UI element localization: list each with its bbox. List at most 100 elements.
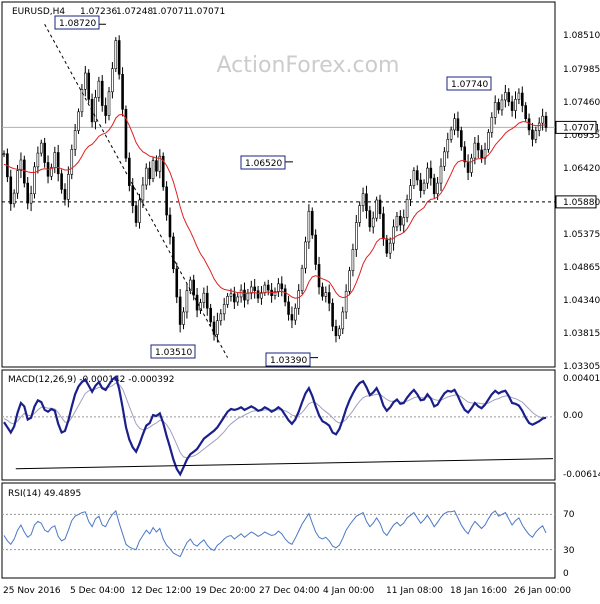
candle-body bbox=[189, 279, 192, 291]
candle-body bbox=[490, 117, 494, 133]
watermark: ActionForex.com bbox=[217, 53, 400, 78]
candle-body bbox=[517, 92, 521, 100]
level-price-tag: 1.05880 bbox=[555, 195, 600, 209]
price-annotations: 1.08720 1.06520 1.03510 1.03390 1.07740 bbox=[54, 15, 492, 367]
candle-body bbox=[205, 292, 209, 309]
candle-body bbox=[493, 102, 497, 118]
annotation-label: 1.08720 bbox=[59, 19, 96, 29]
candle-body bbox=[155, 160, 158, 172]
x-tick-label: 27 Dec 04:00 bbox=[259, 586, 320, 596]
macd-line bbox=[3, 375, 547, 477]
candle-body bbox=[165, 186, 168, 216]
candle-body bbox=[39, 142, 43, 154]
candle-body bbox=[104, 105, 107, 116]
x-tick-label: 11 Jan 08:00 bbox=[386, 586, 443, 596]
candle-body bbox=[43, 142, 46, 163]
candle-body bbox=[382, 213, 385, 240]
annotation-box bbox=[446, 76, 492, 91]
price-tick-label: 1.04865 bbox=[563, 263, 600, 273]
candle-body bbox=[111, 68, 114, 93]
candle-body bbox=[507, 92, 511, 103]
candle-body bbox=[97, 80, 101, 98]
price-tick-label: 1.04340 bbox=[563, 296, 600, 306]
level-price-label: 1.05880 bbox=[563, 198, 600, 208]
candle-body bbox=[537, 122, 541, 131]
candle-body bbox=[16, 170, 19, 194]
annotation-box bbox=[240, 155, 286, 170]
candle-body bbox=[500, 99, 504, 111]
price-reference-lines bbox=[2, 126, 555, 203]
candle-body bbox=[317, 264, 321, 288]
candle-body bbox=[67, 174, 70, 200]
candle-body bbox=[246, 292, 250, 301]
candle-body bbox=[161, 155, 165, 188]
current-price-box bbox=[555, 120, 597, 134]
close-value: 1.07071 bbox=[188, 7, 225, 17]
annotation-label: 1.03390 bbox=[270, 356, 307, 366]
candle-body bbox=[524, 105, 527, 119]
candle-body bbox=[222, 304, 226, 315]
x-tick-label: 26 Jan 00:00 bbox=[514, 586, 571, 596]
candle-body bbox=[368, 210, 372, 228]
candle-body bbox=[266, 284, 270, 291]
candle-body bbox=[399, 215, 402, 226]
candle-body bbox=[29, 193, 33, 204]
rsi-line bbox=[2, 509, 555, 558]
candle-body bbox=[419, 179, 422, 191]
candle-body bbox=[344, 291, 348, 313]
price-tick-label: 1.08510 bbox=[563, 31, 600, 41]
candle-body bbox=[310, 210, 314, 236]
candle-body bbox=[144, 167, 148, 186]
rsi-panel-frame bbox=[1, 482, 556, 579]
candle-body bbox=[114, 40, 118, 69]
candle-body bbox=[239, 289, 243, 298]
candle-body bbox=[405, 199, 409, 218]
candle-body bbox=[209, 307, 212, 323]
candle-body bbox=[26, 182, 30, 204]
symbol-label: EURUSD,H4 bbox=[12, 7, 65, 17]
high-value: 1.07248 bbox=[116, 7, 153, 17]
candle-body bbox=[294, 307, 297, 321]
macd-signal-line bbox=[3, 382, 546, 459]
candle-body bbox=[300, 267, 304, 291]
macd-tick-label: 0.00 bbox=[563, 411, 583, 421]
candle-body bbox=[348, 270, 351, 292]
candlesticks bbox=[2, 35, 548, 343]
price-header: EURUSD,H4 1.07236 1.07248 1.07071 1.0707… bbox=[12, 7, 225, 17]
candle-body bbox=[249, 286, 253, 294]
price-tick-label: 1.06420 bbox=[563, 164, 600, 174]
candle-body bbox=[77, 111, 80, 131]
candle-body bbox=[449, 129, 453, 140]
candle-body bbox=[304, 241, 307, 269]
candle-body bbox=[131, 185, 135, 206]
candle-body bbox=[324, 292, 328, 297]
candle-body bbox=[436, 182, 439, 195]
macd-panel-frame bbox=[1, 369, 556, 481]
candle-body bbox=[466, 161, 470, 173]
candle-body bbox=[307, 210, 311, 243]
candle-body bbox=[172, 236, 175, 270]
x-tick-label: 18 Jan 16:00 bbox=[450, 586, 507, 596]
candle-body bbox=[134, 205, 138, 223]
candle-body bbox=[422, 182, 426, 191]
candle-body bbox=[117, 40, 121, 75]
candle-body bbox=[429, 167, 433, 179]
candle-body bbox=[128, 157, 131, 186]
candle-body bbox=[439, 165, 443, 184]
macd-trendline bbox=[15, 458, 554, 470]
x-tick-label: 5 Dec 04:00 bbox=[70, 586, 125, 596]
candle-body bbox=[195, 294, 199, 311]
candle-body bbox=[453, 118, 456, 131]
price-tick-label: 1.07460 bbox=[563, 98, 600, 108]
candle-body bbox=[148, 167, 151, 180]
price-tick-label: 1.03305 bbox=[563, 362, 600, 372]
open-value: 1.07236 bbox=[80, 7, 117, 17]
candle-body bbox=[297, 290, 301, 309]
moving-average bbox=[3, 113, 546, 299]
candle-body bbox=[56, 152, 60, 175]
candle-body bbox=[544, 115, 548, 128]
current-price-label: 1.07071 bbox=[563, 123, 600, 133]
candle-body bbox=[233, 293, 236, 303]
candle-body bbox=[480, 149, 483, 159]
candle-body bbox=[199, 302, 202, 311]
